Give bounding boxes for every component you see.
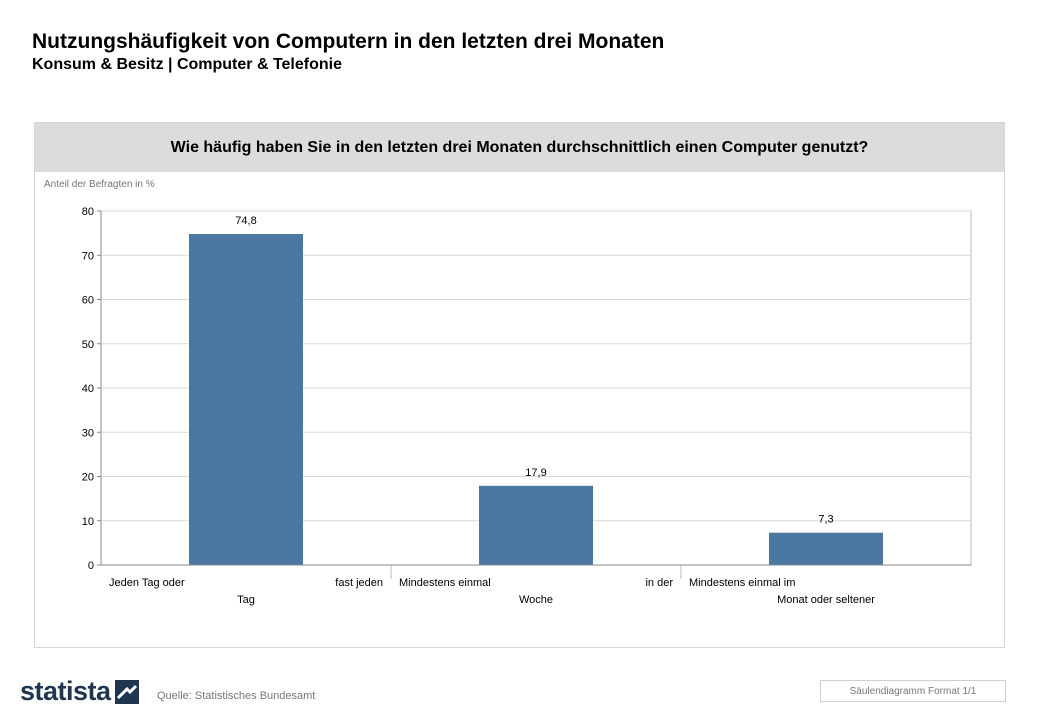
bar-value-label: 17,9 <box>525 467 546 479</box>
y-tick-label: 80 <box>82 206 94 218</box>
x-category-label: Tag <box>237 594 255 606</box>
x-category-label: Jeden Tag oder <box>109 577 185 589</box>
bar-value-label: 7,3 <box>818 514 833 526</box>
bar <box>479 485 593 565</box>
y-tick-label: 50 <box>82 339 94 351</box>
page-title: Nutzungshäufigkeit von Computern in den … <box>32 30 665 53</box>
chart-question: Wie häufig haben Sie in den letzten drei… <box>35 123 1004 172</box>
x-category-label: in der <box>645 577 673 589</box>
y-tick-label: 10 <box>82 516 94 528</box>
statista-logo: statista <box>20 676 139 707</box>
x-category-label: Mindestens einmal im <box>689 577 795 589</box>
y-axis-unit-label: Anteil der Befragten in % <box>44 179 155 190</box>
y-tick-label: 0 <box>88 560 94 572</box>
y-tick-label: 30 <box>82 427 94 439</box>
x-category-label: Woche <box>519 594 553 606</box>
chart-format-label: Säulendiagramm Format 1/1 <box>820 680 1006 702</box>
x-category-label: fast jeden <box>335 577 383 589</box>
source-note: Quelle: Statistisches Bundesamt <box>157 690 316 702</box>
statista-logo-icon <box>114 679 139 704</box>
y-tick-label: 20 <box>82 472 94 484</box>
x-category-label: Monat oder seltener <box>777 594 875 606</box>
page-subtitle: Konsum & Besitz | Computer & Telefonie <box>32 56 342 73</box>
y-tick-label: 70 <box>82 250 94 262</box>
chart-panel: Wie häufig haben Sie in den letzten drei… <box>34 122 1005 648</box>
bar-chart: 0 10 20 30 40 50 60 70 80 74,8 Jeden Tag oder fast … <box>82 206 972 606</box>
y-tick-label: 60 <box>82 295 94 307</box>
bar <box>769 532 883 565</box>
logo-text: statista <box>20 676 111 706</box>
bar-value-label: 74,8 <box>235 215 256 227</box>
bar <box>189 234 303 565</box>
x-category-label: Mindestens einmal <box>399 577 491 589</box>
y-tick-label: 40 <box>82 383 94 395</box>
